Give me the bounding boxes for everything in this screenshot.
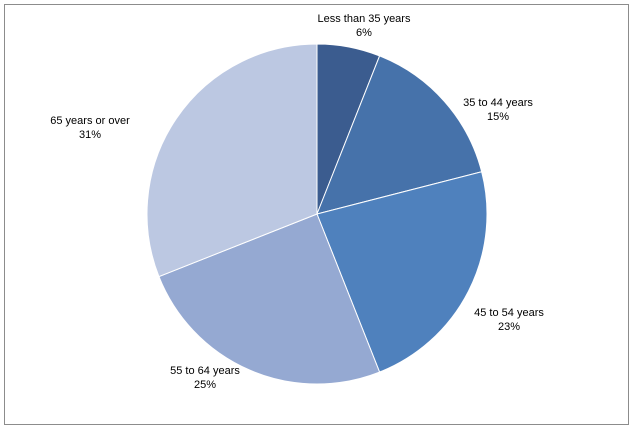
slice-category-label: 45 to 54 years xyxy=(474,307,544,319)
slice-category-label: 55 to 64 years xyxy=(170,365,240,377)
slice-category-label: 35 to 44 years xyxy=(463,97,533,109)
pie-slices xyxy=(146,43,488,385)
slice-category-label: 65 years or over xyxy=(50,115,130,127)
pie-slice-55-to-64-years xyxy=(158,213,381,385)
slice-value-label: 31% xyxy=(79,129,101,141)
slice-category-label: Less than 35 years xyxy=(318,13,411,25)
slice-value-label: 25% xyxy=(194,379,216,391)
pie-labels: Less than 35 years 6% 35 to 44 years 15% 45 … xyxy=(50,13,544,391)
slice-value-label: 23% xyxy=(498,321,520,333)
pie-slice-45-to-54-years xyxy=(316,171,488,373)
slice-value-label: 6% xyxy=(356,27,372,39)
pie-slice-35-to-44-years xyxy=(316,55,483,215)
slice-value-label: 15% xyxy=(487,111,509,123)
pie-slice-65-years-or-over xyxy=(146,43,318,278)
